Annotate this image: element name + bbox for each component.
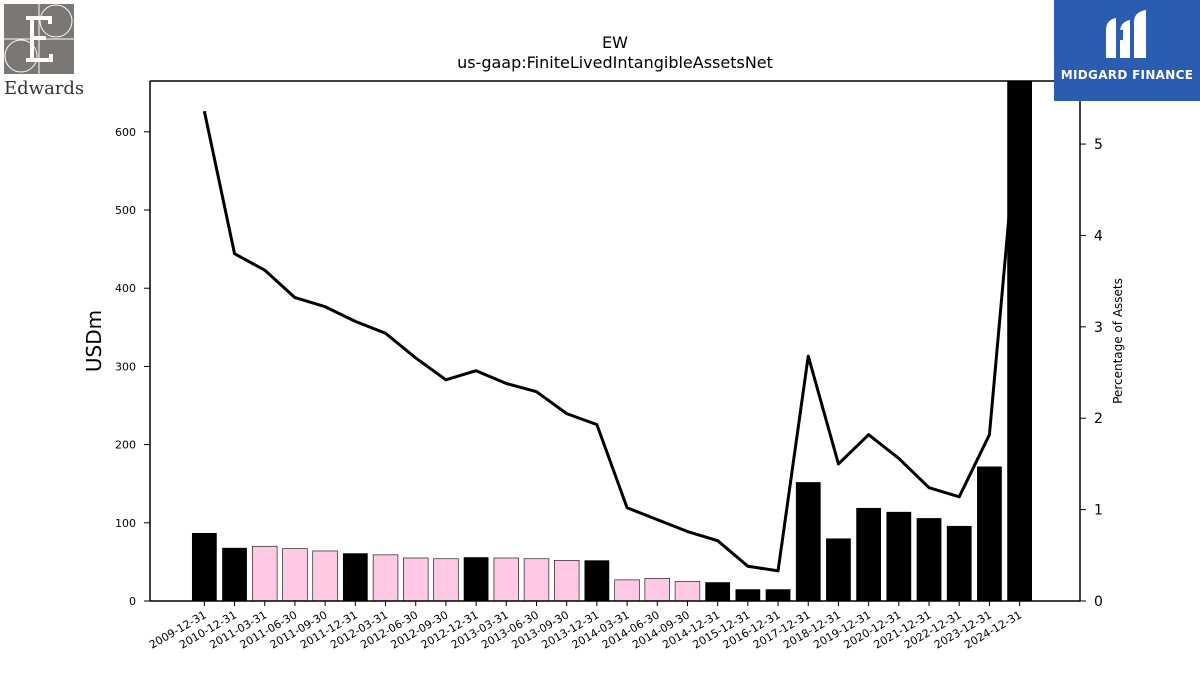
bar-2021-12-31 xyxy=(916,518,942,601)
bar-2018-12-31 xyxy=(826,538,851,601)
y-tick-label: 300 xyxy=(115,360,136,373)
bar-2012-06-30 xyxy=(403,557,429,602)
brand-logo: MIDGARD FINANCE xyxy=(1054,0,1200,101)
bar-2012-09-30 xyxy=(433,558,459,602)
bar-2022-12-31 xyxy=(946,525,972,601)
bar-2012-03-31 xyxy=(372,554,399,602)
bar-2011-06-30 xyxy=(282,548,308,602)
bar-2014-09-30 xyxy=(674,581,701,602)
percentage-line-layer xyxy=(202,98,1022,573)
y-tick-label: 600 xyxy=(115,126,136,139)
bar-2009-12-31 xyxy=(191,532,217,601)
y2-tick-label: 3 xyxy=(1094,320,1103,336)
bar-2016-12-31 xyxy=(765,589,791,601)
bar-2024-12-31 xyxy=(1007,81,1032,601)
bar-2019-12-31 xyxy=(856,507,882,601)
chart-subtitle: us-gaap:FiniteLivedIntangibleAssetsNet xyxy=(457,53,773,72)
y-ticks-layer: 0 100 200 300 400 500 600 xyxy=(115,126,150,608)
y-tick-label: 200 xyxy=(115,439,136,452)
y2-tick-label: 5 xyxy=(1094,137,1103,153)
bar-2011-12-31 xyxy=(342,553,368,601)
y2-tick-label: 0 xyxy=(1094,594,1103,610)
x-ticks-layer: 2009-12-312010-12-312011-03-312011-06-30… xyxy=(147,601,1024,652)
y-axis-label: USDm xyxy=(82,310,106,372)
midgard-logo-icon xyxy=(1106,10,1146,58)
bars-layer xyxy=(191,81,1032,602)
bar-2015-12-31 xyxy=(735,589,761,601)
bar-2010-12-31 xyxy=(222,547,247,601)
bar-2012-12-31 xyxy=(463,557,489,601)
bar-2020-12-31 xyxy=(886,511,912,601)
y2-ticks-layer: 0 1 2 3 4 5 xyxy=(1080,137,1103,610)
y-tick-label: 500 xyxy=(115,204,136,217)
y2-tick-label: 2 xyxy=(1094,411,1103,427)
company-logo xyxy=(4,4,76,100)
bar-2014-12-31 xyxy=(705,582,731,601)
edwards-e-logo-icon xyxy=(4,4,74,74)
y2-axis-label: Percentage of Assets xyxy=(1111,278,1125,404)
bar-2013-12-31 xyxy=(584,560,610,601)
bar-2014-06-30 xyxy=(644,578,670,602)
brand-logo-name: MIDGARD FINANCE xyxy=(1060,68,1194,82)
axes-layer xyxy=(149,80,1081,602)
bar-2013-06-30 xyxy=(523,558,550,602)
bar-2013-03-31 xyxy=(493,557,519,602)
company-logo-name: Edwards xyxy=(4,78,85,99)
percentage-of-assets-line xyxy=(202,98,1022,573)
y2-tick-label: 4 xyxy=(1094,228,1103,244)
y2-tick-label: 1 xyxy=(1094,503,1103,519)
y-tick-label: 400 xyxy=(115,282,136,295)
bar-2017-12-31 xyxy=(795,482,821,601)
y-tick-label: 100 xyxy=(115,517,136,530)
bar-2013-09-30 xyxy=(554,560,580,602)
y-tick-label: 0 xyxy=(129,595,136,608)
bar-2011-03-31 xyxy=(252,545,278,602)
bar-2014-03-31 xyxy=(614,579,640,602)
bar-2023-12-31 xyxy=(977,466,1002,601)
bar-2011-09-30 xyxy=(312,550,338,602)
chart-title: EW xyxy=(602,33,628,52)
